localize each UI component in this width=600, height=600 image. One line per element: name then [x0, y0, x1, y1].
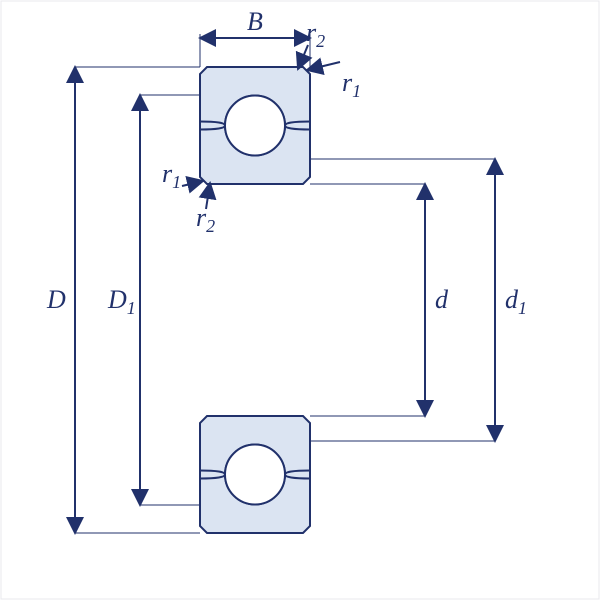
dim-label-r1b: r1 — [162, 159, 181, 192]
leader-line — [182, 181, 203, 186]
dim-label-B: B — [247, 7, 263, 36]
dim-label-d1: d1 — [505, 285, 527, 318]
dim-label-r2b: r2 — [196, 203, 215, 236]
ball-element — [225, 445, 285, 505]
leader-line — [307, 62, 340, 70]
leader-line — [206, 183, 210, 209]
dim-label-D: D — [46, 285, 66, 314]
dim-label-r2a: r2 — [306, 18, 325, 51]
leader-line — [298, 45, 308, 69]
ball-element — [225, 96, 285, 156]
dim-label-D1: D1 — [107, 285, 136, 318]
bearing-cross-section-diagram: B D D1 d d1 r1 r2 r1 r2 — [0, 0, 600, 600]
dim-label-d: d — [435, 285, 449, 314]
dim-label-r1a: r1 — [342, 68, 361, 101]
